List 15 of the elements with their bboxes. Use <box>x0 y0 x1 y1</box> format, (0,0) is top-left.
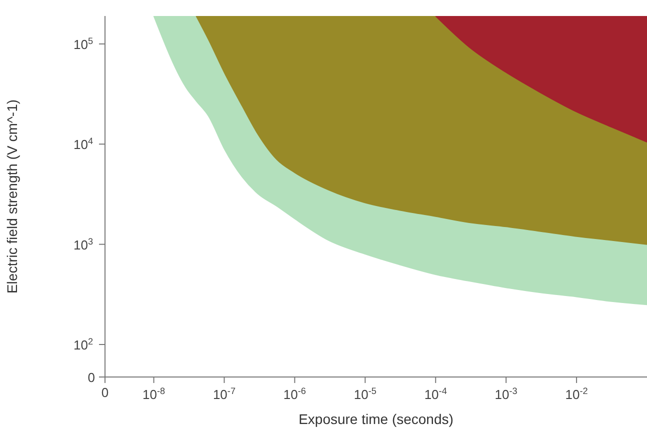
x-tick-label: 10$^{-4}$ <box>424 386 447 402</box>
y-tick-label: 10$^{3}$ <box>73 236 93 252</box>
x-axis-title: Exposure time (seconds) <box>298 411 454 427</box>
y-tick-label: 10$^{4}$ <box>73 136 93 152</box>
x-tick-label: 10$^{-3}$ <box>494 386 518 402</box>
x-tick-label: 10$^{-2}$ <box>565 386 588 402</box>
x-tick-label: 10$^{-5}$ <box>354 386 376 402</box>
x-tick-label: 10$^{-8}$ <box>142 386 166 402</box>
x-tick-label: 10$^{-6}$ <box>283 386 306 402</box>
y-tick-label: 10$^{2}$ <box>73 336 93 353</box>
x-tick-label: 10$^{-7}$ <box>212 386 236 402</box>
y-axis-title: Electric field strength (V cm^-1) <box>4 99 20 294</box>
y-tick-label: 10$^{5}$ <box>73 36 93 52</box>
x-tick-label: 0 <box>101 385 109 400</box>
y-tick-label: 0 <box>88 370 95 385</box>
